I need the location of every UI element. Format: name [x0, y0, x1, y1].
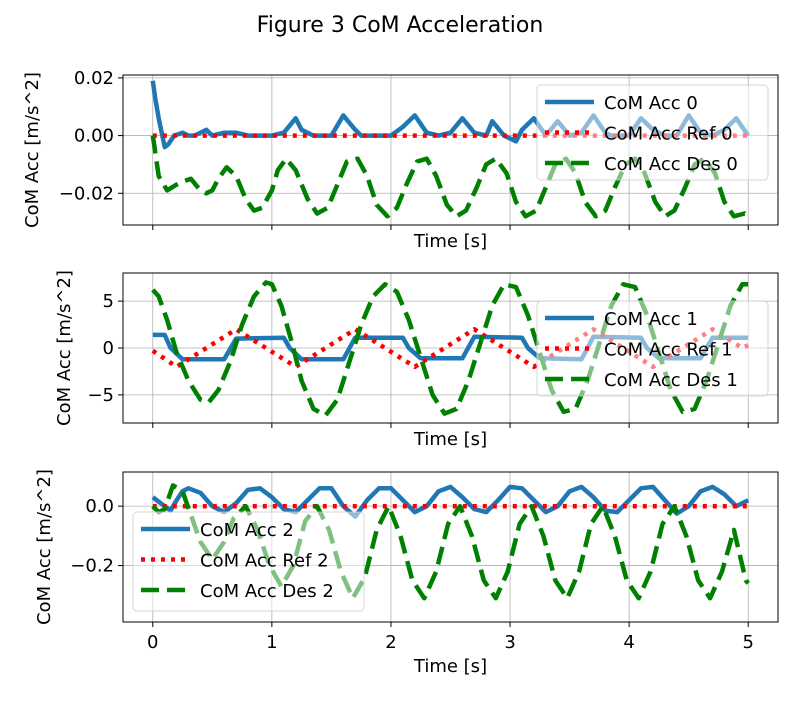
- legend: CoM Acc 0 CoM Acc Ref 0 CoM Acc Des 0: [536, 84, 769, 181]
- y-tick-label: 0.0: [85, 496, 114, 517]
- x-axis-label: Time [s]: [413, 656, 487, 677]
- x-tick-label: 0: [147, 632, 158, 653]
- subplot-2: 0 1 2 3 4 5 −0.2 0.0 Time [s] CoM Acc [m/s^2] CoM …: [34, 469, 779, 677]
- legend-box: [536, 300, 769, 397]
- x-axis-label: Time [s]: [413, 231, 487, 252]
- y-tick-label: 0: [103, 338, 114, 359]
- x-tick-label: 3: [504, 632, 515, 653]
- series-line-com-acc-des-1: [151, 280, 749, 418]
- legend: CoM Acc 1 CoM Acc Ref 1 CoM Acc Des 1: [536, 300, 769, 397]
- legend-entry: CoM Acc Ref 0: [604, 124, 733, 145]
- x-axis-label: Time [s]: [413, 429, 487, 450]
- x-tick-label: 2: [385, 632, 396, 653]
- legend-entry: CoM Acc Des 1: [604, 370, 738, 391]
- legend-entry: CoM Acc Ref 1: [604, 340, 733, 361]
- legend-entry: CoM Acc Ref 2: [200, 551, 329, 572]
- series-line-com-acc-des-0: [150, 135, 750, 219]
- x-tick-label: 5: [743, 632, 754, 653]
- y-tick-label: −5: [87, 385, 114, 406]
- y-axis-label: CoM Acc [m/s^2]: [34, 469, 55, 625]
- chart-title: Figure 3 CoM Acceleration: [257, 13, 544, 38]
- y-tick-label: 5: [103, 291, 114, 312]
- x-tick-label: 4: [623, 632, 634, 653]
- legend-entry: CoM Acc 2: [200, 520, 294, 541]
- legend-entry: CoM Acc Des 2: [200, 581, 334, 602]
- series-line-com-acc-2: [151, 484, 750, 519]
- axes-frame: [122, 471, 779, 623]
- subplot-0: −0.02 0.00 0.02 Time [s] CoM Acc [m/s^2] CoM …: [22, 68, 779, 252]
- legend-entry: CoM Acc 1: [604, 309, 698, 330]
- y-tick-label: 0.00: [74, 126, 114, 147]
- axes-frame: [122, 74, 779, 226]
- legend: CoM Acc 2 CoM Acc Ref 2 CoM Acc Des 2: [132, 511, 365, 612]
- legend-box: [536, 84, 769, 181]
- y-tick-label: −0.02: [59, 183, 114, 204]
- y-tick-label: −0.2: [70, 556, 114, 577]
- y-tick-label: 0.02: [74, 68, 114, 89]
- x-tick-label: 1: [266, 632, 277, 653]
- legend-box: [132, 511, 365, 612]
- y-axis-label: CoM Acc [m/s^2]: [54, 270, 75, 426]
- series-line-com-acc-ref-1: [151, 327, 750, 370]
- legend-entry: CoM Acc Des 0: [604, 154, 738, 175]
- legend-entry: CoM Acc 0: [604, 93, 698, 114]
- y-axis-label: CoM Acc [m/s^2]: [22, 72, 43, 228]
